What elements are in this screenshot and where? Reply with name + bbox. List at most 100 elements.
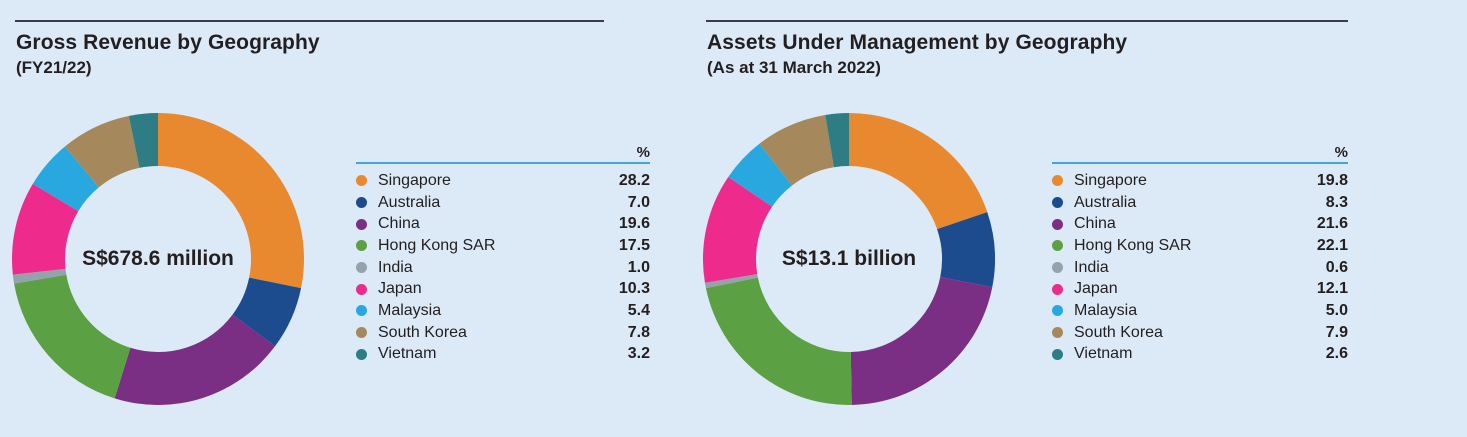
legend-rows: Singapore 19.8 Australia 8.3 China 21.6 Hong K… (1052, 170, 1348, 365)
chart-subtitle: (As at 31 March 2022) (707, 58, 881, 77)
legend-row: Singapore 28.2 (356, 170, 650, 192)
legend-swatch-icon (356, 327, 367, 339)
legend-row: China 21.6 (1052, 213, 1348, 235)
legend-value: 12.1 (1316, 280, 1348, 298)
legend-label: Japan (1074, 280, 1118, 298)
legend-row: Malaysia 5.0 (1052, 300, 1348, 322)
panel-gross-revenue: Gross Revenue by Geography (FY21/22) S$6… (0, 0, 660, 437)
legend-swatch-icon (1052, 197, 1063, 209)
legend-value: 22.1 (1316, 236, 1348, 254)
legend-row: China 19.6 (356, 213, 650, 235)
donut-segment-hong-kong-sar (14, 274, 131, 399)
legend-swatch-icon (1052, 327, 1063, 339)
legend-value: 17.5 (618, 236, 650, 254)
legend-swatch-icon (356, 218, 367, 230)
legend-swatch-icon (356, 262, 367, 274)
legend-row: Japan 12.1 (1052, 278, 1348, 300)
legend-label: Japan (378, 280, 422, 298)
legend-row: Japan 10.3 (356, 278, 650, 300)
legend-swatch-icon (1052, 262, 1063, 274)
top-rule (15, 20, 604, 22)
donut-segment-singapore (849, 113, 988, 230)
legend-value: 19.8 (1316, 171, 1348, 189)
legend-label: Singapore (1074, 171, 1147, 189)
legend-value: 3.2 (627, 345, 650, 363)
chart-subtitle: (FY21/22) (16, 58, 92, 77)
legend-swatch-icon (356, 175, 367, 187)
legend-value: 1.0 (627, 258, 650, 276)
legend-label: South Korea (378, 323, 467, 341)
legend-label: Hong Kong SAR (378, 236, 496, 254)
donut-segment-japan (703, 176, 773, 283)
donut-segment-australia (937, 212, 995, 288)
legend-label: Vietnam (1074, 345, 1133, 363)
legend-aum: % Singapore 19.8 Australia 8.3 China 21.6 Hong… (1052, 144, 1348, 365)
legend-row: India 0.6 (1052, 257, 1348, 279)
legend-label: Malaysia (378, 301, 442, 319)
legend-swatch-icon (356, 348, 367, 360)
legend-label: India (1074, 258, 1109, 276)
legend-row: India 1.0 (356, 257, 650, 279)
legend-label: Malaysia (1074, 301, 1138, 319)
donut-segment-japan (12, 183, 79, 275)
legend-unit-header: % (356, 144, 650, 164)
donut-segment-india (704, 274, 758, 289)
chart-title: Gross Revenue by Geography (16, 31, 320, 54)
donut-chart-aum: S$13.1 billion (703, 113, 995, 405)
legend-swatch-icon (356, 240, 367, 252)
legend-swatch-icon (356, 305, 367, 317)
legend-swatch-icon (1052, 175, 1063, 187)
legend-rows: Singapore 28.2 Australia 7.0 China 19.6 Hong K… (356, 170, 650, 365)
panel-aum: Assets Under Management by Geography (As… (690, 0, 1467, 437)
donut-segment-south-korea (64, 115, 140, 188)
legend-value: 7.8 (627, 323, 650, 341)
legend-swatch-icon (356, 197, 367, 209)
donut-segment-malaysia (728, 143, 792, 207)
legend-row: Vietnam 3.2 (356, 344, 650, 366)
legend-value: 0.6 (1325, 258, 1348, 276)
donut-segment-india (12, 268, 67, 284)
legend-row: South Korea 7.8 (356, 322, 650, 344)
legend-label: Vietnam (378, 345, 437, 363)
legend-gross-revenue: % Singapore 28.2 Australia 7.0 China 19.6 Hong… (356, 144, 650, 365)
legend-label: China (1074, 215, 1116, 233)
donut-segment-australia (232, 277, 302, 347)
legend-row: Hong Kong SAR 17.5 (356, 235, 650, 257)
top-rule (706, 20, 1348, 22)
legend-value: 5.0 (1325, 301, 1348, 319)
legend-label: Singapore (378, 171, 451, 189)
legend-swatch-icon (1052, 218, 1063, 230)
legend-value: 10.3 (618, 280, 650, 298)
legend-unit-header: % (1052, 144, 1348, 164)
legend-label: Hong Kong SAR (1074, 236, 1192, 254)
donut-segment-south-korea (759, 114, 834, 186)
legend-label: South Korea (1074, 323, 1163, 341)
legend-value: 28.2 (618, 171, 650, 189)
donut-segment-singapore (158, 113, 304, 289)
legend-value: 8.3 (1325, 193, 1348, 211)
legend-label: India (378, 258, 413, 276)
donut-svg (703, 113, 995, 405)
legend-swatch-icon (1052, 240, 1063, 252)
donut-segment-malaysia (32, 146, 99, 212)
donut-segment-china (114, 314, 276, 405)
donut-chart-gross-revenue: S$678.6 million (12, 113, 304, 405)
legend-swatch-icon (1052, 305, 1063, 317)
legend-row: Vietnam 2.6 (1052, 344, 1348, 366)
legend-row: Hong Kong SAR 22.1 (1052, 235, 1348, 257)
legend-label: Australia (378, 193, 441, 211)
legend-label: China (378, 215, 420, 233)
legend-row: South Korea 7.9 (1052, 322, 1348, 344)
legend-row: Malaysia 5.4 (356, 300, 650, 322)
donut-segment-hong-kong-sar (705, 277, 852, 405)
legend-value: 7.0 (627, 193, 650, 211)
legend-value: 5.4 (627, 301, 650, 319)
legend-swatch-icon (1052, 348, 1063, 360)
donut-svg (12, 113, 304, 405)
legend-swatch-icon (1052, 283, 1063, 295)
legend-row: Singapore 19.8 (1052, 170, 1348, 192)
donut-segment-vietnam (825, 113, 849, 168)
donut-segment-china (850, 277, 993, 405)
legend-row: Australia 7.0 (356, 192, 650, 214)
